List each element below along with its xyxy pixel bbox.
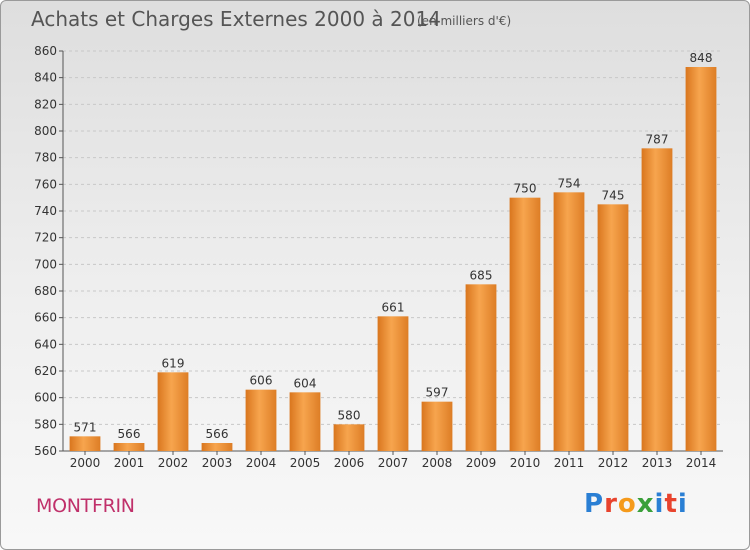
y-tick-label: 720 <box>34 231 57 245</box>
data-label: 787 <box>646 132 669 146</box>
data-label: 619 <box>162 356 185 370</box>
bar <box>289 392 321 451</box>
bar <box>377 316 409 451</box>
x-tick-label: 2002 <box>158 456 189 470</box>
data-label: 661 <box>382 300 405 314</box>
x-tick-label: 2006 <box>334 456 365 470</box>
bar <box>69 436 101 451</box>
x-tick-label: 2010 <box>510 456 541 470</box>
data-label: 580 <box>338 408 361 422</box>
bar <box>641 148 673 452</box>
y-tick-label: 560 <box>34 444 57 458</box>
logo-letter: o <box>617 489 637 519</box>
x-tick-label: 2013 <box>642 456 673 470</box>
data-label: 685 <box>470 268 493 282</box>
y-tick-label: 660 <box>34 311 57 325</box>
logo-letter: r <box>604 489 618 519</box>
bar <box>113 443 145 451</box>
city-name: MONTFRIN <box>36 495 135 517</box>
y-tick-label: 680 <box>34 284 57 298</box>
y-tick-label: 780 <box>34 151 57 165</box>
y-tick-label: 820 <box>34 97 57 111</box>
y-tick-label: 860 <box>34 44 57 58</box>
y-tick-label: 640 <box>34 337 57 351</box>
data-label: 571 <box>74 420 97 434</box>
bar <box>509 197 541 451</box>
data-label: 597 <box>426 386 449 400</box>
chart-unit: (en milliers d'€) <box>417 14 512 28</box>
x-tick-label: 2014 <box>686 456 717 470</box>
bar <box>421 401 453 451</box>
chart-title: Achats et Charges Externes 2000 à 2014 <box>31 7 441 31</box>
bar <box>553 192 585 452</box>
data-label: 606 <box>250 374 273 388</box>
x-tick-label: 2009 <box>466 456 497 470</box>
data-label: 754 <box>558 176 581 190</box>
logo-letter: x <box>636 489 655 519</box>
bar <box>245 389 277 451</box>
bar <box>465 284 497 451</box>
data-label: 848 <box>690 51 713 65</box>
proxiti-logo[interactable]: Proxiti <box>584 489 688 519</box>
logo-letter: i <box>654 489 665 519</box>
data-label: 750 <box>514 182 537 196</box>
y-tick-label: 840 <box>34 71 57 85</box>
y-tick-label: 620 <box>34 364 57 378</box>
x-tick-label: 2004 <box>246 456 277 470</box>
bar <box>201 443 233 451</box>
data-label: 566 <box>118 427 141 441</box>
data-label: 566 <box>206 427 229 441</box>
bar <box>685 67 717 451</box>
y-tick-label: 600 <box>34 391 57 405</box>
data-label: 745 <box>602 188 625 202</box>
y-tick-label: 580 <box>34 417 57 431</box>
labels: 571 2000 566 2001 619 2002 566 2003 606 2004 604 20… <box>70 51 717 470</box>
x-tick-label: 2001 <box>114 456 145 470</box>
y-tick-label: 740 <box>34 204 57 218</box>
y-tick-label: 800 <box>34 124 57 138</box>
logo-letter: t <box>664 489 678 519</box>
data-label: 604 <box>294 376 317 390</box>
bars <box>69 67 717 452</box>
y-tick-label: 700 <box>34 257 57 271</box>
x-tick-label: 2007 <box>378 456 409 470</box>
x-tick-label: 2012 <box>598 456 629 470</box>
x-tick-label: 2000 <box>70 456 101 470</box>
bar <box>157 372 189 451</box>
y-tick-label: 760 <box>34 177 57 191</box>
logo-letter: i <box>677 489 688 519</box>
bar <box>597 204 629 451</box>
x-tick-label: 2008 <box>422 456 453 470</box>
logo-letter: P <box>584 489 605 519</box>
x-tick-label: 2003 <box>202 456 233 470</box>
bar <box>333 424 365 451</box>
x-tick-label: 2011 <box>554 456 585 470</box>
x-tick-label: 2005 <box>290 456 321 470</box>
